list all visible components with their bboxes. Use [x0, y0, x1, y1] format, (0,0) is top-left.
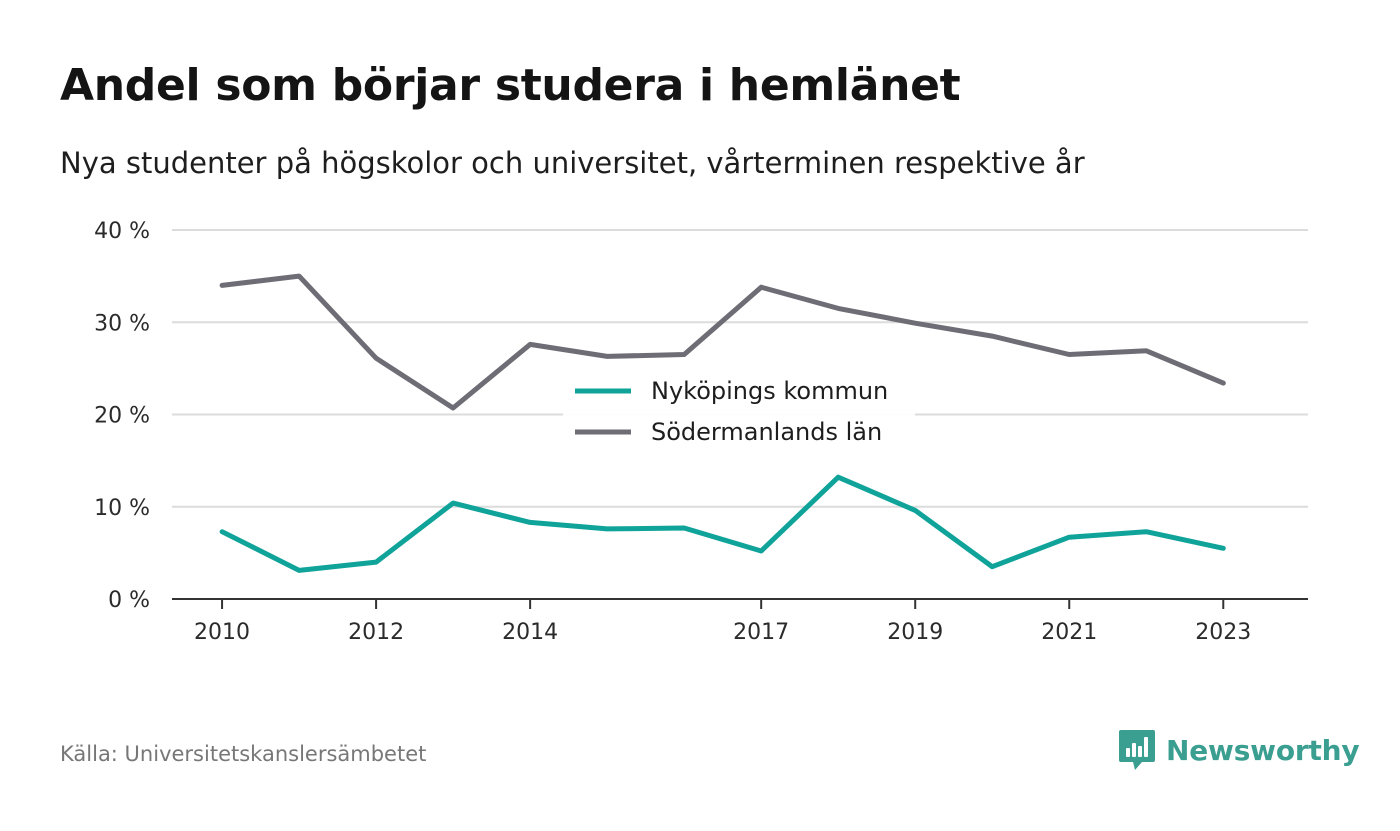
legend-label: Nyköpings kommun	[651, 377, 888, 405]
x-tick-label: 2021	[1041, 620, 1097, 645]
y-tick-label: 20 %	[94, 404, 150, 429]
brand-name: Newsworthy	[1166, 733, 1360, 767]
y-tick-label: 40 %	[94, 219, 150, 244]
chart-title: Andel som börjar studera i hemlänet	[60, 60, 961, 111]
series-line-nykoping	[219, 474, 1226, 573]
legend-label: Södermanlands län	[651, 418, 882, 446]
legend-background	[563, 370, 915, 454]
source-note: Källa: Universitetskanslersämbetet	[60, 742, 427, 766]
y-tick-label: 30 %	[94, 311, 150, 336]
newsworthy-logo-icon	[1119, 730, 1155, 770]
series-lines	[219, 273, 1226, 573]
y-tick-label: 0 %	[108, 588, 150, 613]
x-tick-label: 2023	[1195, 620, 1251, 645]
y-axis-ticks: 0 % 10 % 20 % 30 % 40 %	[94, 219, 150, 613]
legend: Nyköpings kommun Södermanlands län	[563, 370, 915, 454]
brand-logo[interactable]: Newsworthy	[1118, 728, 1360, 772]
x-axis-ticks: 2010 2012 2014 2017 2019 2021 2023	[194, 599, 1251, 645]
chart-subtitle: Nya studenter på högskolor och universit…	[60, 146, 1085, 180]
line-chart: 0 % 10 % 20 % 30 % 40 % 2010 2012 2014 2017 2019…	[94, 219, 1308, 645]
x-tick-label: 2019	[887, 620, 943, 645]
y-tick-label: 10 %	[94, 496, 150, 521]
series-line-sodermanland	[219, 273, 1226, 411]
x-tick-label: 2017	[733, 620, 789, 645]
x-tick-label: 2012	[348, 620, 404, 645]
gridlines	[172, 229, 1308, 508]
x-tick-label: 2014	[502, 620, 558, 645]
x-tick-label: 2010	[194, 620, 250, 645]
